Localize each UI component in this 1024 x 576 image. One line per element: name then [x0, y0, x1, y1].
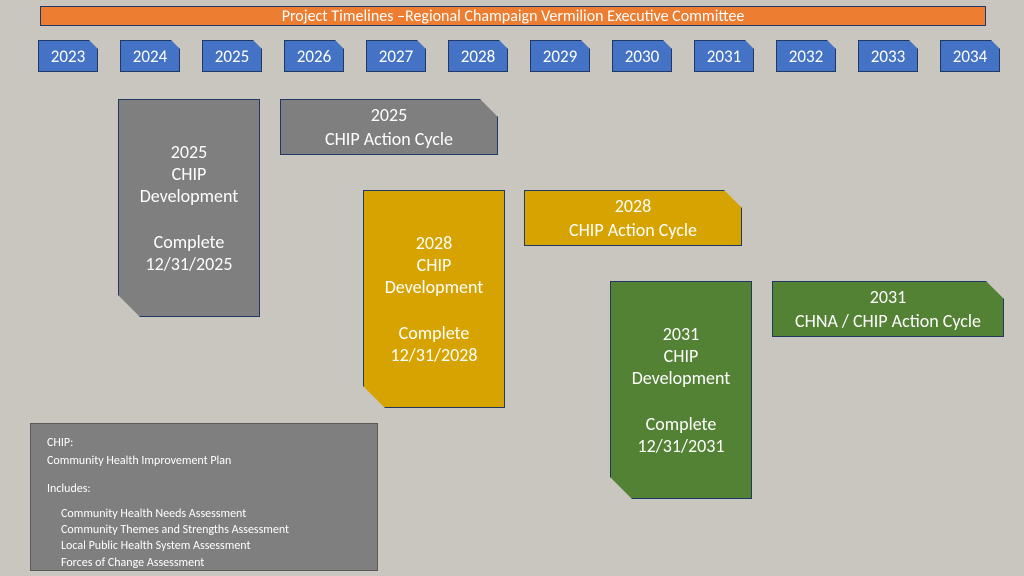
page-title: Project Timelines –Regional Champaign Ve…	[40, 6, 986, 26]
year-2032: 2032	[776, 40, 836, 72]
block-year: 2025	[171, 141, 208, 163]
year-2030: 2030	[612, 40, 672, 72]
year-2026: 2026	[284, 40, 344, 72]
year-2029: 2029	[530, 40, 590, 72]
block-line: Development	[385, 276, 484, 298]
year-2023: 2023	[38, 40, 98, 72]
block-action-2025: 2025 CHIP Action Cycle	[280, 99, 498, 155]
block-dev-2028: 2028 CHIP Development Complete 12/31/202…	[363, 190, 505, 408]
year-2025: 2025	[202, 40, 262, 72]
block-line: CHIP	[417, 254, 452, 276]
legend-subheading: Community Health Improvement Plan	[47, 454, 361, 468]
legend-list: Community Health Needs AssessmentCommuni…	[61, 506, 361, 571]
block-complete: Complete	[154, 231, 225, 253]
block-line: Development	[140, 185, 239, 207]
block-dev-2025: 2025 CHIP Development Complete 12/31/202…	[118, 99, 260, 317]
year-2034: 2034	[940, 40, 1000, 72]
block-line: CHIP	[664, 345, 699, 367]
legend-includes: Includes:	[47, 482, 361, 496]
legend-item: Community Health Needs Assessment	[61, 506, 361, 522]
legend-item: Forces of Change Assessment	[61, 555, 361, 571]
year-2031: 2031	[694, 40, 754, 72]
block-year: 2028	[615, 195, 652, 217]
legend-heading: CHIP:	[47, 436, 361, 450]
block-date: 12/31/2031	[638, 435, 725, 457]
block-label: CHNA / CHIP Action Cycle	[795, 310, 981, 332]
block-year: 2025	[371, 104, 408, 126]
block-line: CHIP	[172, 163, 207, 185]
year-2027: 2027	[366, 40, 426, 72]
block-action-2028: 2028 CHIP Action Cycle	[524, 190, 742, 246]
block-dev-2031: 2031 CHIP Development Complete 12/31/203…	[610, 281, 752, 499]
block-complete: Complete	[646, 413, 717, 435]
block-complete: Complete	[399, 322, 470, 344]
block-label: CHIP Action Cycle	[569, 219, 697, 241]
block-year: 2031	[663, 323, 700, 345]
block-label: CHIP Action Cycle	[325, 128, 453, 150]
block-year: 2031	[870, 286, 907, 308]
block-action-2031: 2031 CHNA / CHIP Action Cycle	[772, 281, 1004, 337]
block-line: Development	[632, 367, 731, 389]
block-date: 12/31/2025	[146, 253, 233, 275]
legend-item: Community Themes and Strengths Assessmen…	[61, 522, 361, 538]
year-2024: 2024	[120, 40, 180, 72]
year-2033: 2033	[858, 40, 918, 72]
legend-item: Local Public Health System Assessment	[61, 538, 361, 554]
legend-box: CHIP: Community Health Improvement Plan …	[30, 423, 378, 571]
block-date: 12/31/2028	[391, 344, 478, 366]
block-year: 2028	[416, 232, 453, 254]
year-2028: 2028	[448, 40, 508, 72]
